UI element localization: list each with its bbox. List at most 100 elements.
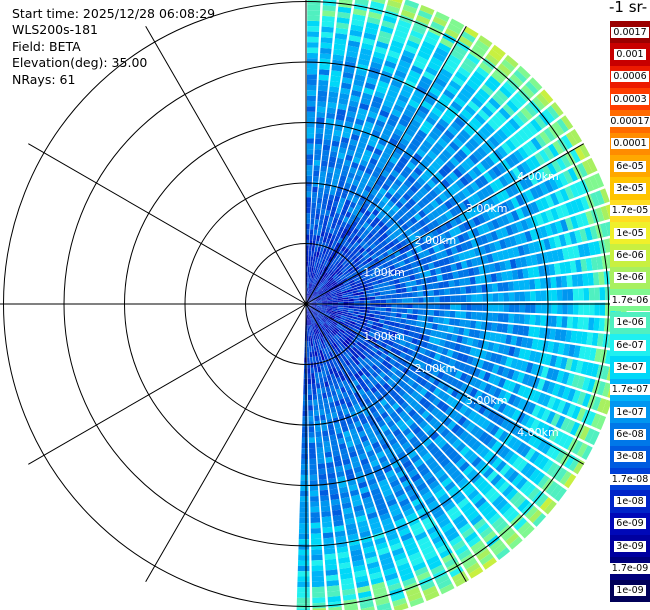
- ray-gate-cell: [424, 168, 434, 179]
- ray-gate-cell: [328, 379, 334, 387]
- ray-gate-cell: [300, 464, 309, 470]
- ray-gate-cell: [319, 258, 323, 264]
- ray-gate-cell: [479, 553, 494, 566]
- ray-gate-cell: [396, 234, 404, 242]
- ray-gate-cell: [406, 39, 420, 50]
- ray-gate-cell: [309, 490, 319, 497]
- ray-gate-cell: [331, 336, 337, 343]
- ray-gate-cell: [401, 313, 408, 319]
- ray-gate-cell: [383, 428, 392, 437]
- ray-gate-cell: [486, 221, 495, 232]
- ray-gate-cell: [387, 582, 402, 592]
- ray-gate-cell: [522, 243, 531, 255]
- ray-gate-cell: [550, 484, 563, 499]
- ray-gate-cell: [434, 468, 446, 479]
- ray-gate-cell: [316, 333, 320, 340]
- ray-gate-cell: [338, 264, 344, 270]
- ray-gate-cell: [448, 80, 462, 91]
- ray-gate-cell: [350, 284, 357, 289]
- ray-gate-cell: [528, 326, 535, 337]
- ray-gate-cell: [423, 335, 431, 342]
- ray-gate-cell: [386, 451, 396, 460]
- ray-gate-cell: [412, 303, 419, 309]
- ray-gate-cell: [326, 391, 332, 398]
- ray-gate-cell: [554, 220, 564, 234]
- ray-gate-cell: [452, 271, 459, 279]
- ray-gate-cell: [333, 348, 339, 355]
- ray-gate-cell: [355, 443, 364, 451]
- ray-gate-cell: [373, 343, 381, 350]
- ray-gate-cell: [316, 274, 321, 281]
- ray-gate-cell: [383, 567, 397, 577]
- ray-gate-cell: [331, 178, 339, 186]
- ray-gate-cell: [353, 564, 366, 573]
- ray-gate-cell: [343, 331, 350, 337]
- ray-gate-cell: [323, 193, 329, 200]
- ray-gate-cell: [565, 201, 575, 216]
- ray-gate-cell: [589, 225, 598, 240]
- ray-gate-cell: [310, 313, 313, 319]
- ray-gate-cell: [459, 372, 468, 382]
- ray-gate-cell: [450, 295, 456, 303]
- ray-gate-cell: [344, 272, 351, 278]
- ray-gate-cell: [421, 545, 435, 556]
- ray-gate-cell: [353, 504, 364, 513]
- ray-gate-cell: [342, 294, 349, 298]
- ray-gate-cell: [444, 310, 451, 318]
- ray-gate-cell: [449, 510, 462, 521]
- ray-gate-cell: [398, 527, 411, 537]
- ray-gate-cell: [464, 277, 471, 286]
- ray-gate-cell: [317, 327, 321, 334]
- ray-gate-cell: [427, 499, 439, 511]
- ray-gate-cell: [334, 341, 341, 347]
- ray-gate-cell: [388, 503, 400, 512]
- ray-gate-cell: [345, 211, 352, 218]
- ray-gate-cell: [476, 130, 488, 142]
- ray-gate-cell: [569, 148, 581, 163]
- ray-gate-cell: [395, 313, 402, 318]
- ray-gate-cell: [528, 350, 537, 362]
- ray-gate-cell: [570, 330, 578, 343]
- ray-gate-cell: [486, 253, 494, 263]
- ray-gate-cell: [440, 457, 451, 468]
- ray-gate-cell: [340, 496, 351, 504]
- ray-gate-cell: [384, 285, 391, 291]
- ray-gate-cell: [498, 430, 509, 443]
- ray-gate-cell: [412, 426, 422, 435]
- ray-gate-cell: [459, 344, 467, 353]
- ray-gate-cell: [334, 33, 348, 40]
- ray-gate-cell: [397, 94, 409, 104]
- ray-gate-cell: [517, 521, 531, 535]
- ray-gate-cell: [342, 588, 356, 596]
- ray-gate-cell: [570, 359, 579, 373]
- ray-gate-cell: [548, 236, 557, 249]
- ray-gate-cell: [386, 118, 397, 128]
- ray-gate-cell: [375, 119, 386, 128]
- ray-gate-cell: [351, 196, 359, 204]
- ray-gate-cell: [387, 474, 398, 484]
- ray-gate-cell: [594, 348, 602, 363]
- ray-gate-cell: [350, 239, 356, 246]
- ray-gate-cell: [455, 244, 463, 253]
- ray-gate-cell: [298, 528, 309, 534]
- ray-gate-cell: [311, 202, 317, 209]
- ray-gate-cell: [378, 174, 387, 183]
- ray-gate-cell: [379, 512, 391, 522]
- ray-gate-cell: [431, 82, 445, 93]
- ray-gate-cell: [589, 430, 600, 446]
- ray-gate-cell: [306, 261, 309, 267]
- ray-gate-cell: [353, 234, 360, 242]
- ray-gate-cell: [534, 314, 541, 326]
- ray-gate-cell: [455, 262, 463, 271]
- ray-gate-cell: [429, 269, 437, 276]
- ray-gate-cell: [321, 278, 326, 284]
- range-ring-label: 1.00km: [363, 266, 405, 279]
- ray-gate-cell: [408, 99, 420, 109]
- ray-gate-cell: [457, 477, 469, 489]
- ray-gate-cell: [455, 518, 469, 530]
- ray-gate-cell: [327, 232, 333, 239]
- ray-gate-cell: [595, 190, 605, 205]
- ray-gate-cell: [310, 218, 315, 225]
- ray-gate-cell: [362, 287, 369, 292]
- ray-gate-cell: [324, 553, 336, 560]
